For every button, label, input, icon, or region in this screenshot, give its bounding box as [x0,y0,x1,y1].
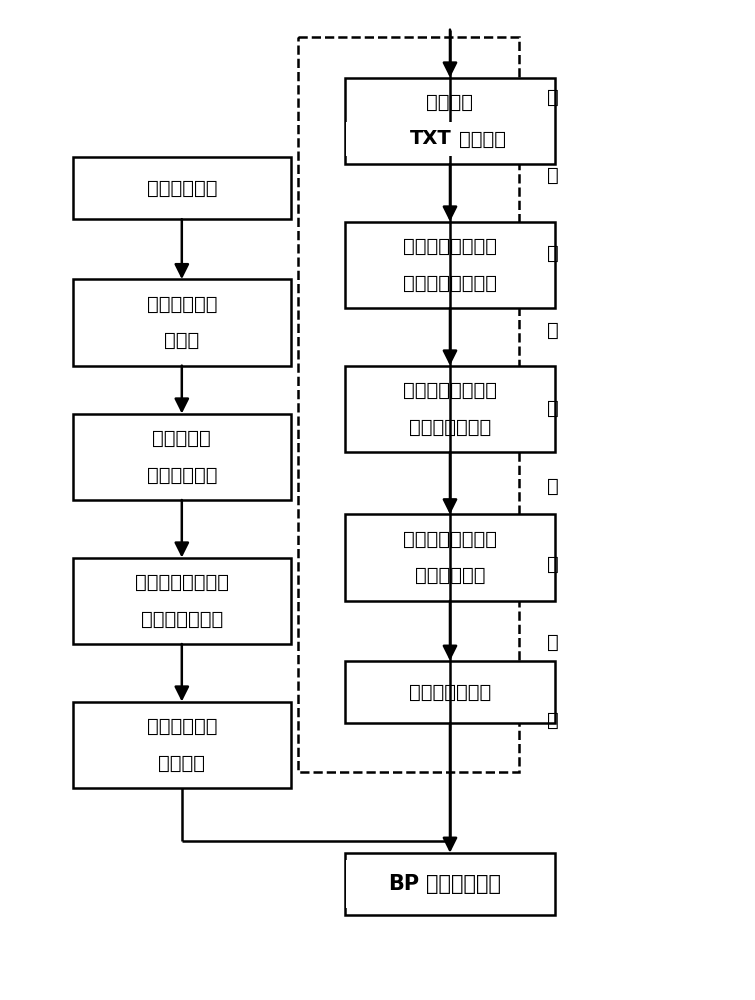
Text: 感兴趣区域分割: 感兴趣区域分割 [409,682,491,702]
Bar [297,37,519,772]
Bar [73,279,291,366]
Text: 板: 板 [547,166,559,185]
Text: 模板文件: 模板文件 [459,129,507,148]
Text: 灰度化二值化: 灰度化二值化 [146,295,217,314]
Text: 基于最大相似性的: 基于最大相似性的 [403,530,497,549]
Bar [73,702,291,788]
Text: 识别标题对比模板: 识别标题对比模板 [403,237,497,256]
Text: 预处理模板图像和: 预处理模板图像和 [403,381,497,400]
Text: 格区域检测识别: 格区域检测识别 [140,609,223,628]
Text: 直线探测的: 直线探测的 [153,429,211,448]
Bar [73,558,291,644]
Bar [345,366,555,452]
Text: 格: 格 [547,555,559,574]
Text: 配: 配 [547,321,559,340]
Text: 匹: 匹 [547,244,559,263]
Text: TXT模板文件: TXT模板文件 [405,129,495,148]
Text: 的: 的 [547,399,559,418]
Text: 文件加载模板图像: 文件加载模板图像 [403,273,497,292]
Text: 分: 分 [547,633,559,652]
Bar [347,860,553,908]
Text: 加载解析: 加载解析 [427,93,473,112]
Text: BP神经网络识别: BP神经网络识别 [399,874,501,894]
Bar [73,414,291,500]
Bar [345,661,555,723]
Text: 图像模板匹配: 图像模板匹配 [414,566,485,585]
Bar [345,514,555,601]
Text: 割: 割 [547,711,559,730]
Text: 检测分割标题: 检测分割标题 [146,717,217,736]
Text: 基于轮廓检测的表: 基于轮廓检测的表 [135,573,229,592]
Text: 神经网络识别: 神经网络识别 [426,874,501,894]
Bar [73,157,291,219]
Bar [345,222,555,308]
Text: 待匹配表格图像: 待匹配表格图像 [409,417,491,436]
Bar [347,122,553,156]
Text: 识别标题: 识别标题 [159,753,205,772]
Text: 表: 表 [547,477,559,496]
Text: BP: BP [388,874,420,894]
Text: 输入整页图像: 输入整页图像 [146,178,217,198]
Text: 模: 模 [547,88,559,107]
Bar [345,78,555,164]
Text: TXT: TXT [410,129,451,148]
Text: 预处理: 预处理 [164,331,199,350]
Text: 倾斜表格矫正: 倾斜表格矫正 [146,465,217,484]
Bar [345,853,555,915]
